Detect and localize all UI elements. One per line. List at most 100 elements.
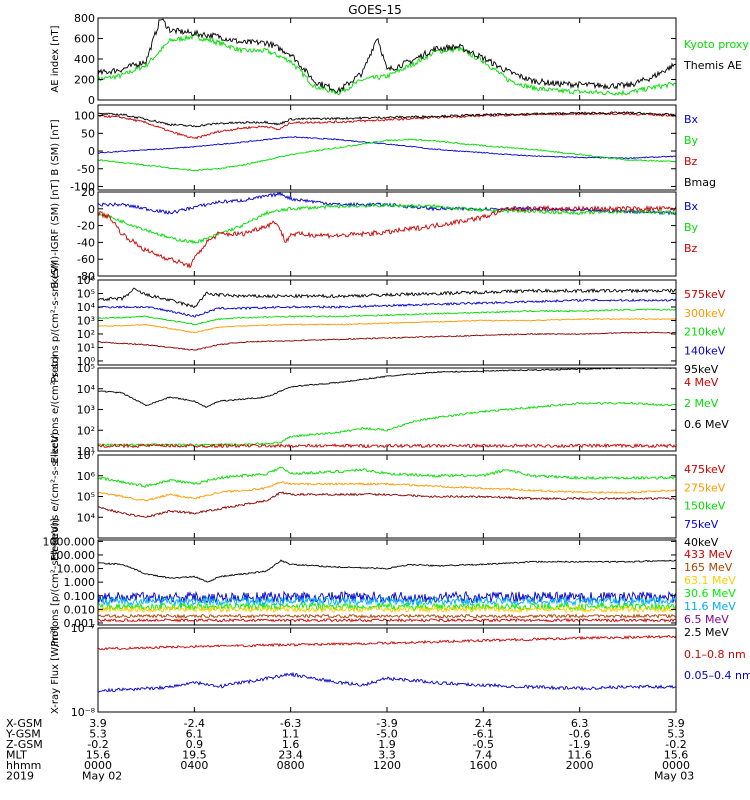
y-tick-label: 0.001 (64, 617, 96, 630)
series-bz (98, 204, 676, 269)
x-row-value: 23.4 (278, 749, 303, 762)
panel-frame (97, 367, 677, 452)
y-tick-label: 1000.000 (43, 535, 96, 548)
y-tick-label: 10⁴ (77, 383, 96, 396)
y-tick-label: 1.000 (64, 576, 96, 589)
series-575kev (98, 287, 676, 309)
x-row-value: 3.3 (378, 749, 396, 762)
x-row-value: 11.6 (567, 749, 592, 762)
y-tick-label: 10² (77, 424, 95, 437)
date-row-label: 2019 (6, 770, 34, 783)
series-95kev (98, 331, 676, 351)
y-axis-label: B (SM) [nT] (50, 119, 61, 175)
y-tick-label: 10³ (77, 404, 95, 417)
y-axis-label: Protons [p/(cm²-s-sr-keV)] (50, 518, 61, 646)
y-tick-label: 10⁵ (77, 491, 95, 504)
legend-entry: 150keV (684, 500, 726, 513)
y-tick-label: 10⁵ (77, 287, 95, 300)
y-tick-label: 800 (74, 12, 95, 25)
x-row-value: -0.6 (569, 728, 590, 741)
x-row-value: 7.4 (475, 749, 493, 762)
x-row-label: X-GSM (6, 717, 42, 730)
y-tick-label: 10⁰ (77, 355, 96, 368)
series-2-mev (98, 401, 676, 447)
legend-entry: By (684, 221, 699, 234)
legend-entry: 4 MeV (684, 376, 719, 389)
x-row-value: 0000 (84, 759, 112, 772)
x-row-value: 0.9 (186, 738, 204, 751)
legend-entry: Bz (684, 242, 698, 255)
y-tick-label: 10⁴ (77, 511, 96, 524)
y-tick-label: 10.000 (57, 563, 96, 576)
y-tick-label: 50 (81, 127, 95, 140)
legend-entry: 0.05–0.4 nm (684, 669, 750, 682)
x-row-value: 2.4 (475, 717, 493, 730)
x-row-value: 19.5 (182, 749, 207, 762)
x-axis-table: X-GSM 3.9 -2.4 -6.3 -3.9 2.4 6.3 3.9 Y-GSM 5.3 6.1… (5, 717, 694, 783)
series-150kev (98, 491, 676, 518)
x-row-value: 0400 (180, 759, 208, 772)
x-row-value: -5.0 (376, 728, 397, 741)
y-tick-label: 10¹ (77, 341, 95, 354)
panel-frame (97, 17, 677, 101)
series-by (98, 202, 676, 245)
y-tick-label: 200 (74, 74, 95, 87)
x-row-value: 3.9 (667, 717, 685, 730)
date-start: May 02 (82, 770, 122, 783)
y-axis-label: Electrons e/(cm²-s-sr-keV) (50, 432, 61, 561)
date-end: May 03 (654, 770, 694, 783)
x-row-value: -0.2 (87, 738, 108, 751)
y-tick-label: -40 (77, 236, 95, 249)
x-row-value: -1.9 (569, 738, 590, 751)
panel-electrons2: 10⁴ 10⁵ 10⁶ 10⁷ Electrons e/(cm²-s-sr-keV) 47… (50, 432, 726, 561)
x-row-value: 0000 (662, 759, 690, 772)
series-4-mev (98, 368, 676, 408)
series-bmag (98, 111, 676, 128)
series-themis-ae (98, 18, 676, 94)
x-row-value: -0.5 (473, 738, 494, 751)
y-tick-label: -100 (70, 180, 95, 193)
panel-digrf: -80 -60 -40 -20 0 20 B (SM)-IGRF (SM) [nT] Bx By… (50, 179, 699, 288)
series-165-mev (98, 613, 676, 620)
series-2-5-mev (98, 559, 676, 583)
y-tick-label: 10⁻⁸ (71, 706, 96, 719)
series-475kev (98, 466, 676, 488)
y-tick-label: 10⁶ (77, 274, 96, 287)
x-row-value: -2.4 (184, 717, 205, 730)
panel-frame (97, 627, 677, 713)
series-0-05-0-4-nm (98, 671, 676, 693)
x-row-value: -0.2 (665, 738, 686, 751)
x-row-label: Y-GSM (5, 728, 41, 741)
y-tick-label: 10³ (77, 314, 95, 327)
series-275kev (98, 481, 676, 502)
legend-entry: 575keV (684, 288, 726, 301)
series-by (98, 138, 676, 172)
x-row-label: MLT (6, 749, 27, 762)
x-row-value: -6.3 (280, 717, 301, 730)
y-tick-label: 10⁻⁷ (71, 622, 95, 635)
legend-entry: 63.1 MeV (684, 574, 736, 587)
legend-entry: By (684, 134, 699, 147)
y-tick-label: 10⁷ (77, 449, 95, 462)
y-tick-label: 10⁶ (77, 470, 96, 483)
legend-entry: 0.1–0.8 nm (684, 648, 746, 661)
y-tick-label: 0 (88, 203, 95, 216)
legend-entry: 475keV (684, 463, 726, 476)
series-11-6-mev (98, 595, 676, 607)
legend-entry: 30.6 MeV (684, 587, 736, 600)
panel-frame (97, 539, 677, 626)
x-row-value: 1.6 (282, 738, 300, 751)
legend-entry: 2 MeV (684, 397, 719, 410)
y-tick-label: 10² (77, 328, 95, 341)
y-tick-label: 600 (74, 33, 95, 46)
y-tick-label: 10⁴ (77, 301, 96, 314)
legend-entry: 2.5 MeV (684, 626, 729, 639)
legend-entry: 6.5 MeV (684, 613, 729, 626)
y-axis-label: AE index [nT] (50, 25, 61, 92)
panel-bsm: -100 -50 0 50 100 B (SM) [nT] Bx By Bz Bmag (50, 104, 716, 193)
x-row-value: 3.9 (89, 717, 107, 730)
x-row-value: 5.3 (89, 728, 107, 741)
